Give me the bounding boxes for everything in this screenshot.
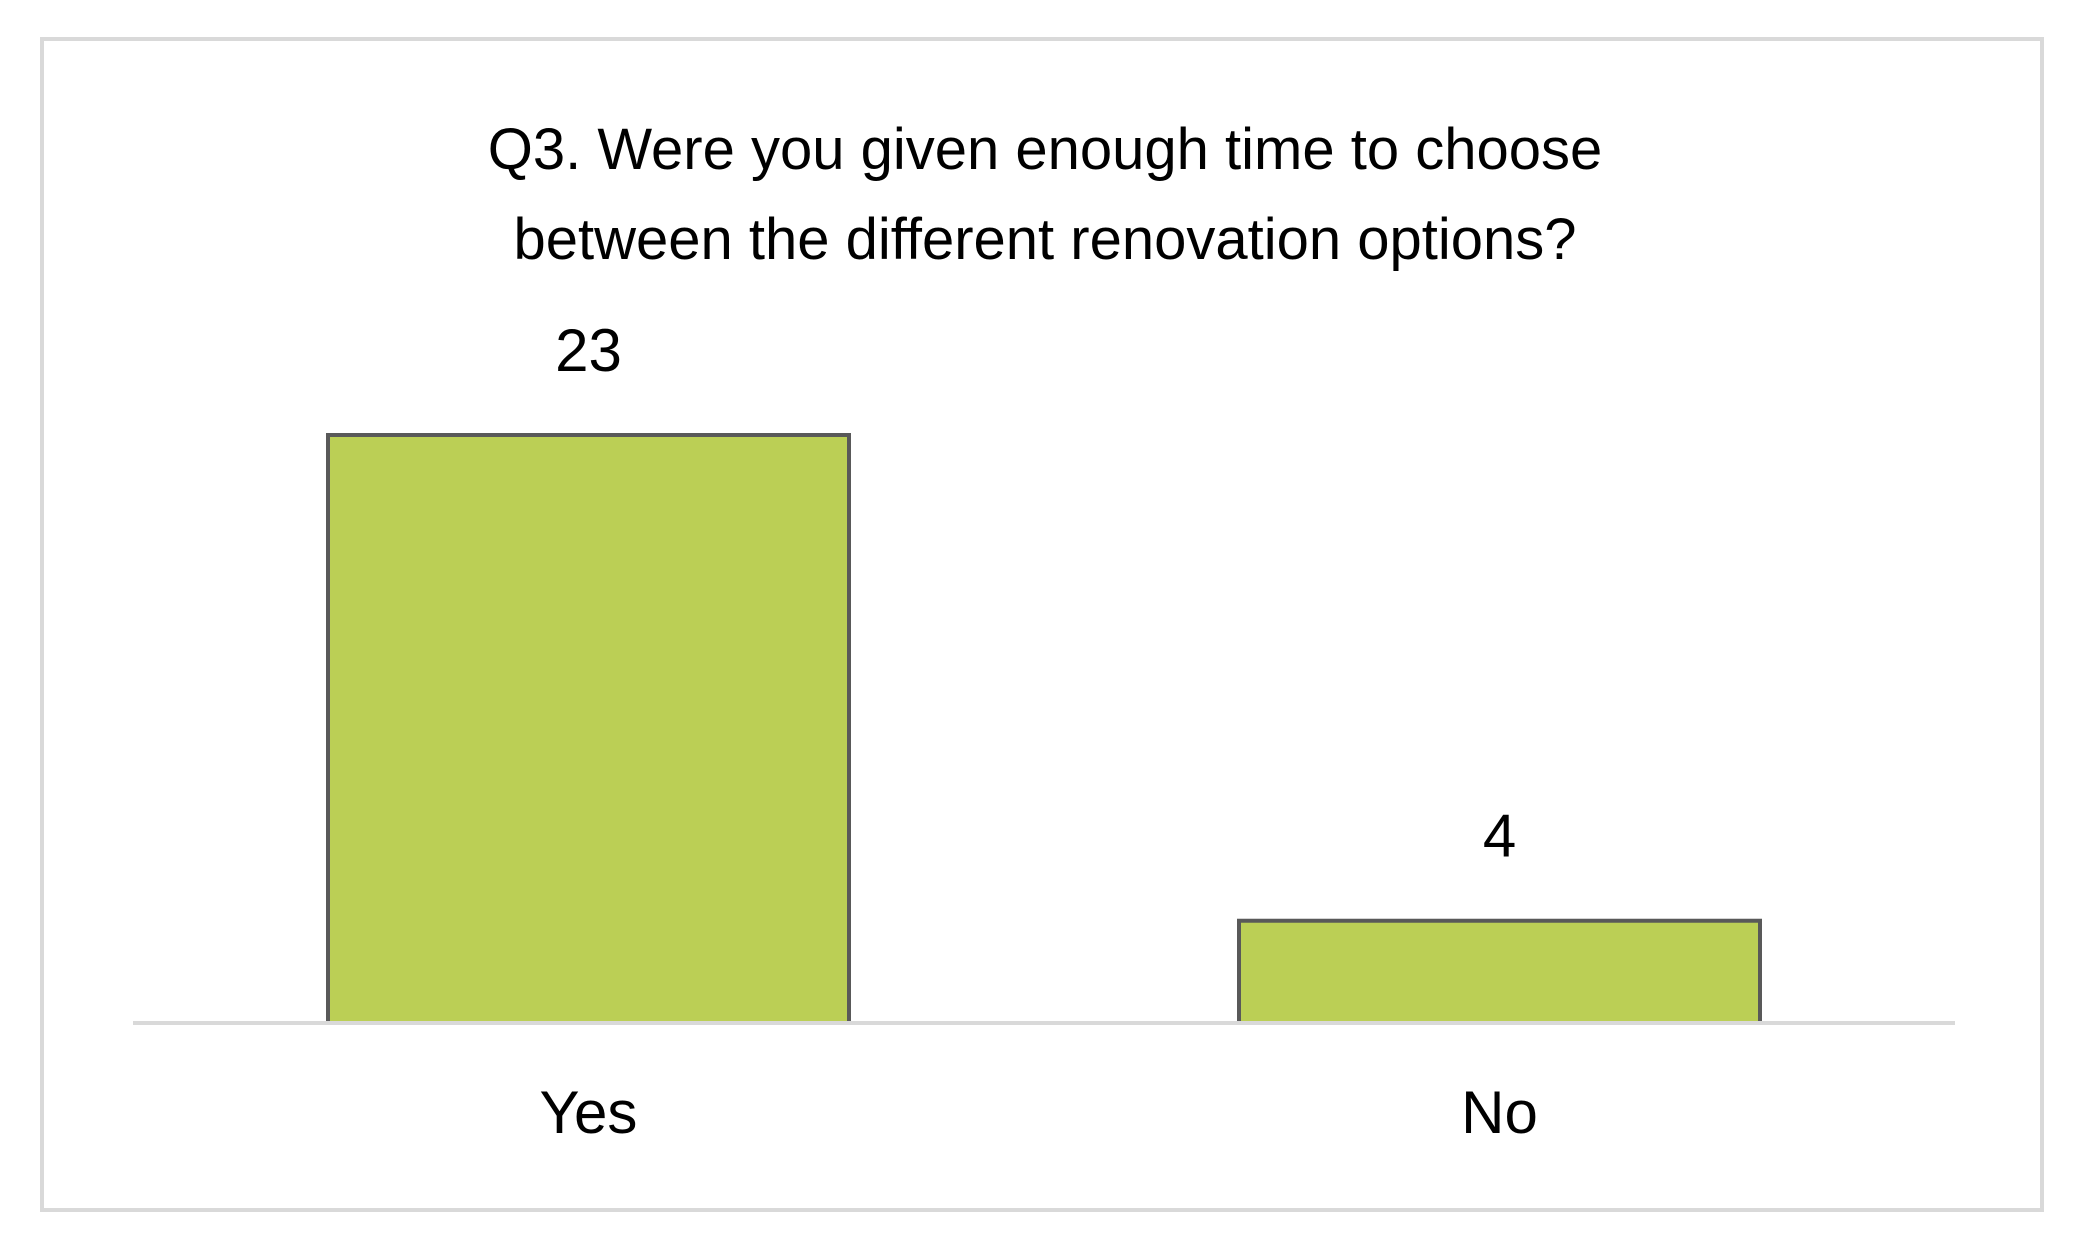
x-tick-label: Yes [540,1079,638,1146]
bar [1237,918,1762,1026]
chart-title: Q3. Were you given enough time to choose… [487,117,1603,272]
x-tick-label: No [1461,1079,1538,1146]
data-label: 23 [555,317,622,384]
chart-frame [40,37,2044,1212]
bar [326,433,851,1025]
data-label: 4 [1483,803,1516,870]
